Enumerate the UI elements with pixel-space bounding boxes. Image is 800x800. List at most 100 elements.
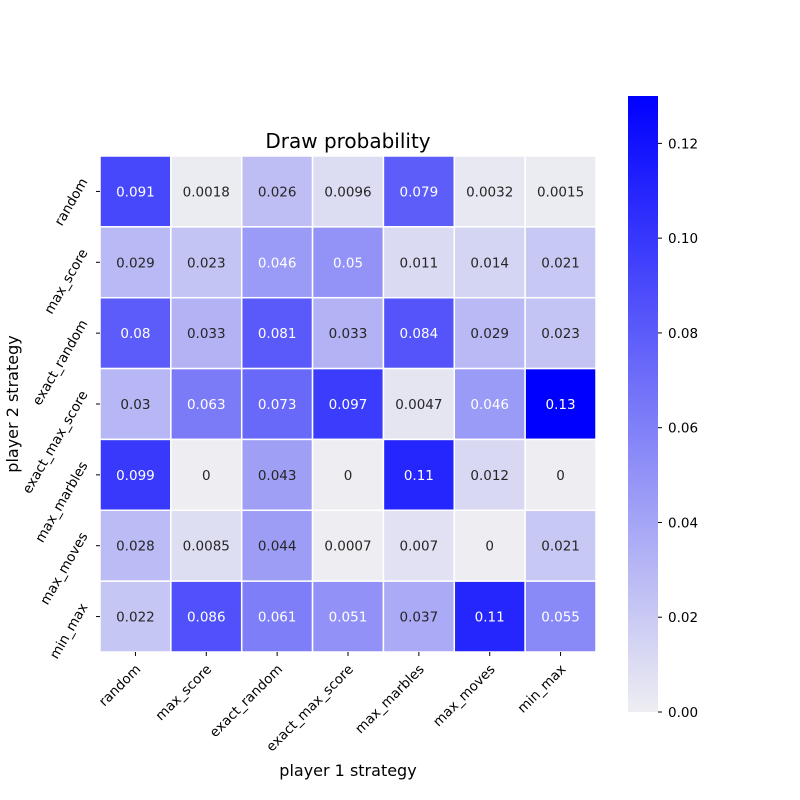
heatmap-cell bbox=[453, 155, 526, 228]
heatmap-cell bbox=[524, 226, 597, 299]
y-axis-label: player 2 strategy bbox=[3, 335, 22, 472]
cell-value-label: 0.0096 bbox=[324, 184, 371, 200]
cell-value-label: 0.033 bbox=[329, 326, 368, 342]
colorbar-tick-label: 0.06 bbox=[668, 421, 698, 437]
heatmap-cell bbox=[382, 226, 456, 299]
cell-value-label: 0.033 bbox=[187, 326, 226, 342]
colorbar-tick-label: 0.08 bbox=[668, 326, 698, 342]
y-tick-label: min_max bbox=[47, 601, 92, 662]
cell-value-label: 0 bbox=[344, 468, 353, 484]
cell-value-label: 0.13 bbox=[546, 397, 576, 413]
heatmap-cell bbox=[170, 296, 243, 370]
x-tick-label: random bbox=[96, 662, 144, 710]
colorbar-tick-label: 0.12 bbox=[668, 136, 698, 152]
y-axis-ticks: randommax_scoreexact_randomexact_max_sco… bbox=[19, 175, 100, 662]
heatmap-cell bbox=[524, 367, 597, 441]
cell-value-label: 0 bbox=[485, 539, 494, 555]
cell-value-label: 0 bbox=[556, 468, 565, 484]
heatmap-cell bbox=[99, 367, 172, 441]
cell-value-label: 0.029 bbox=[470, 326, 509, 342]
cell-value-label: 0.022 bbox=[116, 610, 155, 626]
cell-value-label: 0.0007 bbox=[324, 539, 371, 555]
heatmap-cell-labels: 0.091 0.0018 0.026 0.0096 0.079 0.0032 0.0015 0… bbox=[116, 184, 584, 625]
cell-value-label: 0.097 bbox=[329, 397, 368, 413]
cell-value-label: 0.055 bbox=[541, 610, 580, 626]
heatmap-cell bbox=[453, 367, 526, 441]
cell-value-label: 0.023 bbox=[187, 255, 226, 271]
cell-value-label: 0.086 bbox=[187, 610, 226, 626]
cell-value-label: 0.05 bbox=[333, 255, 363, 271]
cell-value-label: 0.021 bbox=[541, 539, 580, 555]
cell-value-label: 0.11 bbox=[475, 610, 505, 626]
cell-value-label: 0.091 bbox=[116, 184, 155, 200]
colorbar-ticks: 0.00 0.02 0.04 0.06 0.08 0.10 0.12 bbox=[658, 136, 698, 721]
cell-value-label: 0.044 bbox=[258, 539, 297, 555]
cell-value-label: 0.014 bbox=[470, 255, 509, 271]
cell-value-label: 0.11 bbox=[404, 468, 434, 484]
x-tick-label: max_marbles bbox=[352, 662, 428, 738]
cell-value-label: 0.029 bbox=[116, 255, 155, 271]
cell-value-label: 0.061 bbox=[258, 610, 297, 626]
x-axis-ticks: random max_scoreexact_randomexact_max_sco… bbox=[96, 652, 569, 755]
cell-value-label: 0.073 bbox=[258, 397, 297, 413]
cell-value-label: 0.023 bbox=[541, 326, 580, 342]
chart-title: Draw probability bbox=[265, 129, 430, 153]
heatmap-cell bbox=[311, 580, 385, 653]
cell-value-label: 0.026 bbox=[258, 184, 297, 200]
heatmap-cell bbox=[99, 438, 172, 512]
cell-value-label: 0.079 bbox=[400, 184, 439, 200]
cell-value-label: 0.08 bbox=[120, 326, 150, 342]
heatmap-cell bbox=[524, 580, 597, 653]
cell-value-label: 0.099 bbox=[116, 468, 155, 484]
heatmap-cell bbox=[170, 509, 243, 582]
cell-value-label: 0.051 bbox=[329, 610, 368, 626]
y-tick-label: max_score bbox=[41, 246, 91, 317]
cell-value-label: 0.03 bbox=[120, 397, 150, 413]
heatmap-cell bbox=[240, 155, 314, 228]
cell-value-label: 0.0085 bbox=[183, 539, 230, 555]
cell-value-label: 0.007 bbox=[400, 539, 439, 555]
colorbar-tick-label: 0.04 bbox=[668, 515, 698, 531]
cell-value-label: 0.081 bbox=[258, 326, 297, 342]
y-tick-label: random bbox=[51, 175, 91, 228]
heatmap-cell bbox=[240, 438, 314, 512]
colorbar-tick-label: 0.00 bbox=[668, 705, 698, 721]
heatmap-cell bbox=[524, 296, 597, 370]
heatmap-cells bbox=[99, 155, 597, 653]
heatmap-cell bbox=[99, 155, 172, 228]
x-axis-label: player 1 strategy bbox=[279, 761, 416, 780]
heatmap-cell bbox=[311, 509, 385, 582]
heatmap-cell bbox=[170, 155, 243, 228]
heatmap-cell bbox=[170, 367, 243, 441]
colorbar bbox=[628, 96, 658, 712]
x-tick-label: exact_random bbox=[207, 662, 286, 741]
x-tick-label: max_score bbox=[153, 662, 216, 725]
heatmap-cell bbox=[382, 509, 456, 582]
cell-value-label: 0.046 bbox=[470, 397, 509, 413]
heatmap-cell bbox=[240, 296, 314, 370]
heatmap-cell bbox=[382, 296, 456, 370]
cell-value-label: 0.0047 bbox=[395, 397, 442, 413]
cell-value-label: 0.063 bbox=[187, 397, 226, 413]
heatmap-cell bbox=[240, 226, 314, 299]
cell-value-label: 0.084 bbox=[400, 326, 439, 342]
heatmap-cell bbox=[99, 580, 172, 653]
cell-value-label: 0.0032 bbox=[466, 184, 513, 200]
colorbar-tick-label: 0.02 bbox=[668, 610, 698, 626]
cell-value-label: 0.011 bbox=[400, 255, 439, 271]
x-tick-label: max_moves bbox=[430, 662, 499, 731]
heatmap-cell bbox=[311, 296, 385, 370]
x-tick-label: min_max bbox=[515, 662, 570, 717]
cell-value-label: 0.028 bbox=[116, 539, 155, 555]
heatmap-cell bbox=[453, 296, 526, 370]
cell-value-label: 0.0015 bbox=[537, 184, 584, 200]
cell-value-label: 0.043 bbox=[258, 468, 297, 484]
cell-value-label: 0.021 bbox=[541, 255, 580, 271]
heatmap-cell bbox=[99, 509, 172, 582]
cell-value-label: 0 bbox=[202, 468, 211, 484]
heatmap-cell bbox=[453, 580, 526, 653]
cell-value-label: 0.037 bbox=[400, 610, 439, 626]
cell-value-label: 0.012 bbox=[470, 468, 509, 484]
heatmap-cell bbox=[524, 509, 597, 582]
